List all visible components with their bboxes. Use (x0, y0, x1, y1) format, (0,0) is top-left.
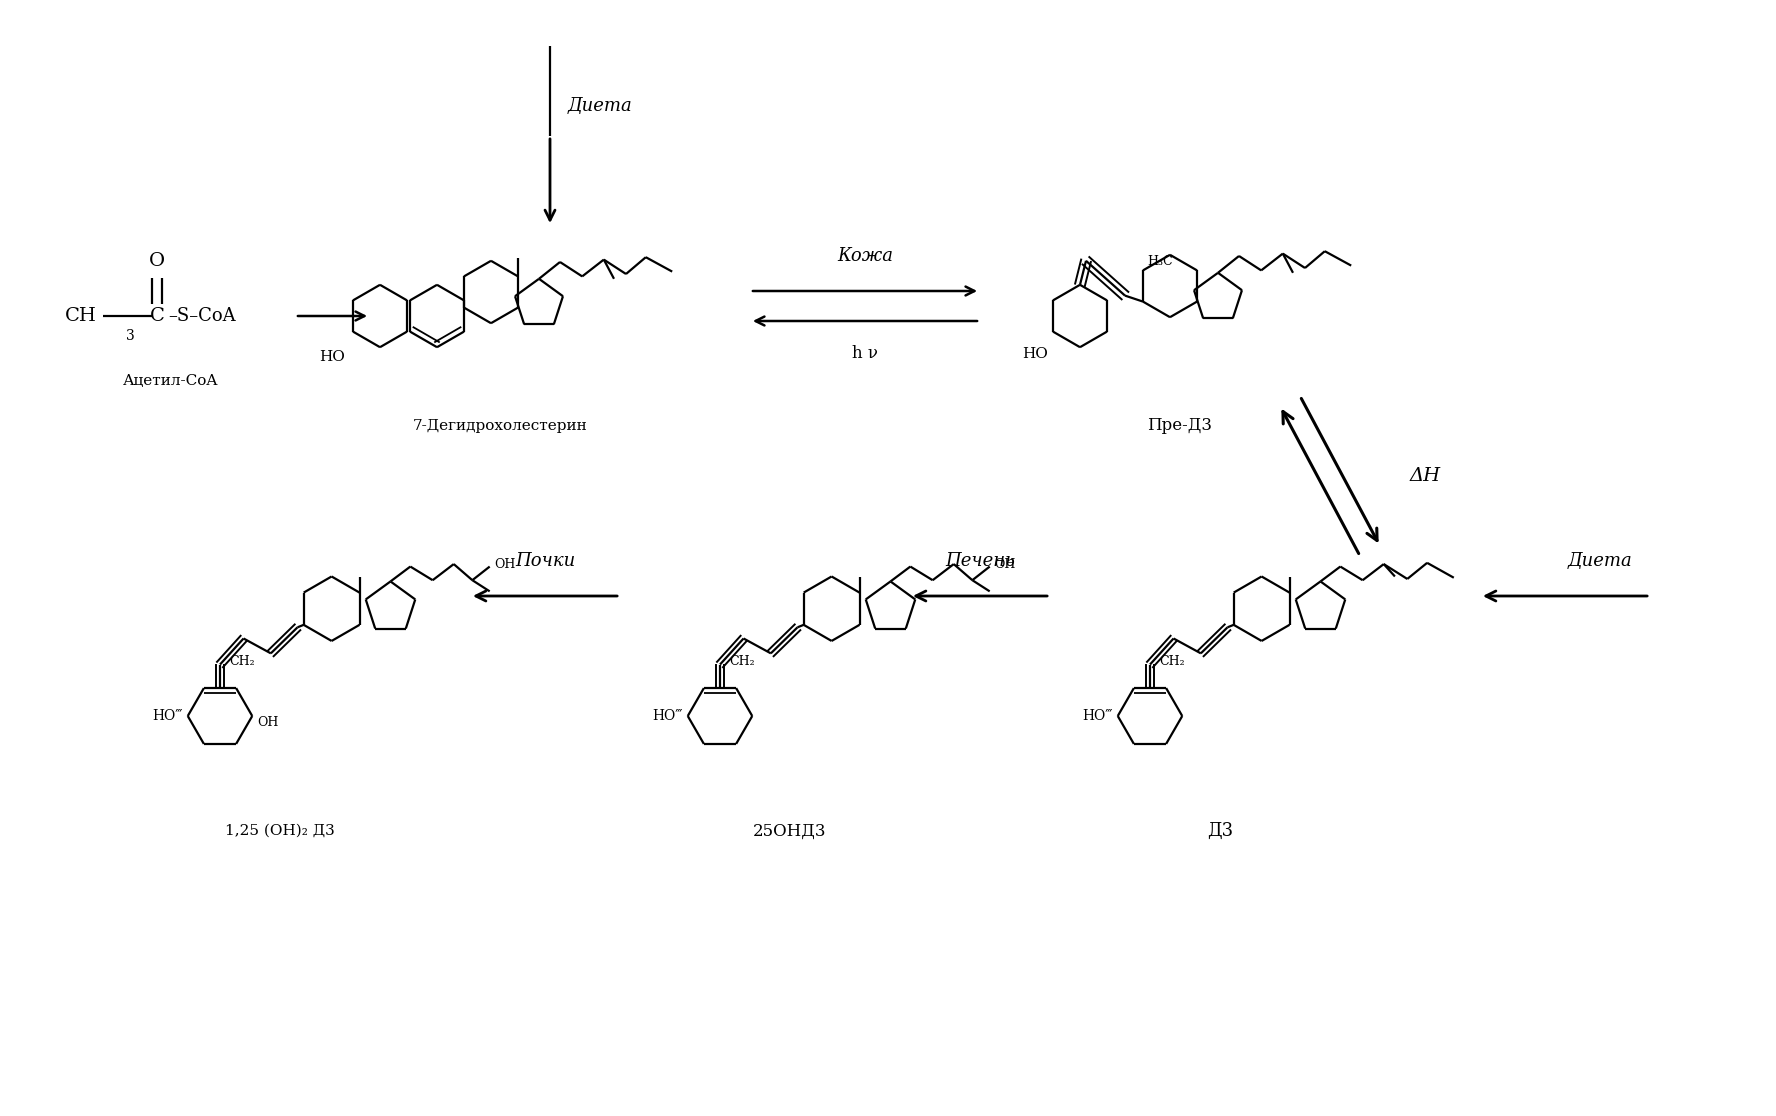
Text: ΔH: ΔH (1410, 466, 1440, 485)
Text: H₃C: H₃C (1147, 254, 1172, 268)
Text: 25ОНД3: 25ОНД3 (753, 822, 828, 839)
Text: HO: HO (320, 349, 345, 364)
Text: OH: OH (995, 558, 1016, 571)
Text: Почки: Почки (515, 552, 575, 570)
Text: Печень: Печень (945, 552, 1014, 570)
Text: Пре-Д3: Пре-Д3 (1147, 417, 1213, 434)
Text: h ν: h ν (852, 346, 877, 363)
Text: HO: HO (1023, 347, 1048, 360)
Text: 7-Дегидрохолестерин: 7-Дегидрохолестерин (412, 418, 588, 433)
Text: OH: OH (494, 558, 515, 571)
Text: CH₂: CH₂ (1160, 655, 1185, 667)
Text: –S–CoA: –S–CoA (169, 307, 236, 325)
Text: O: O (149, 252, 165, 270)
Text: HO‴: HO‴ (652, 709, 682, 723)
Text: Ацетил-CoA: Ацетил-CoA (123, 374, 218, 388)
Text: OH: OH (258, 715, 279, 729)
Text: Д3: Д3 (1208, 822, 1233, 840)
Text: 1,25 (OH)₂ Д3: 1,25 (OH)₂ Д3 (226, 824, 336, 838)
Text: CH₂: CH₂ (730, 655, 755, 667)
Text: CH₂: CH₂ (229, 655, 256, 667)
Text: HO‴: HO‴ (153, 709, 183, 723)
Text: Диета: Диета (568, 97, 632, 115)
Text: CH: CH (66, 307, 98, 325)
Text: 3: 3 (126, 329, 135, 343)
Text: Диета: Диета (1568, 552, 1632, 570)
Text: Кожа: Кожа (836, 247, 893, 264)
Text: C: C (149, 307, 165, 325)
Text: HO‴: HO‴ (1082, 709, 1114, 723)
